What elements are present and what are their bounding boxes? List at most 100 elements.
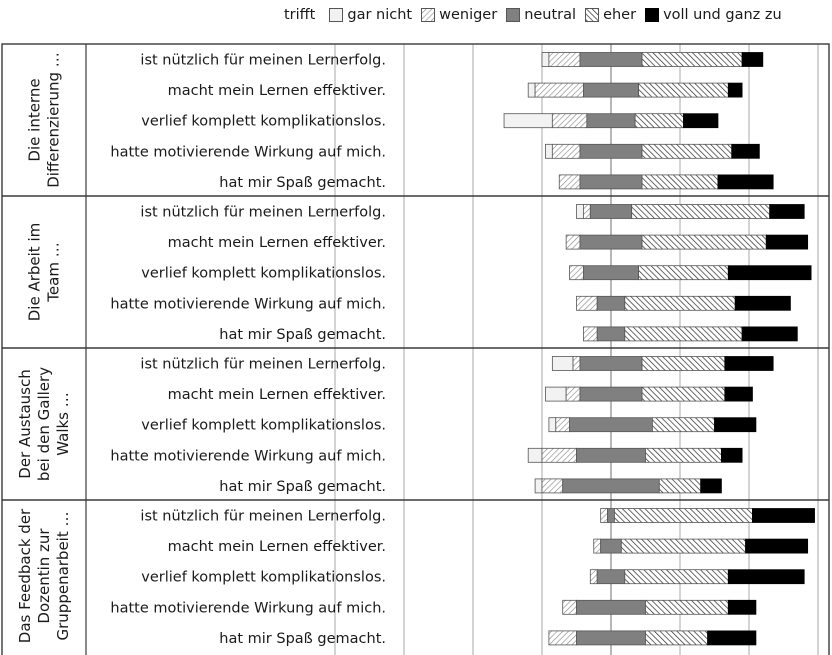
bar-segment-voll-und-ganz-zu <box>727 599 757 615</box>
chart-frame <box>1 43 830 655</box>
bar-segment-voll-und-ganz-zu <box>683 113 719 129</box>
group-title-line: Der Austausch <box>16 369 34 478</box>
bar-segment-neutral <box>589 204 633 219</box>
bar-segment-voll-und-ganz-zu <box>707 630 757 646</box>
bar-segment-neutral <box>583 265 640 281</box>
group-title-line: Team … <box>45 242 63 302</box>
group-title: Die Arbeit imTeam … <box>26 223 63 322</box>
group-title-line: Differenzierung … <box>45 52 63 188</box>
group-title-line: bei den Gallery <box>35 367 53 481</box>
bar-segment-neutral <box>583 82 640 98</box>
bar-segment-gar-nicht <box>534 478 543 494</box>
bar-segment-voll-und-ganz-zu <box>724 356 774 371</box>
bar-segment-voll-und-ganz-zu <box>752 508 815 523</box>
bar-segment-neutral <box>596 295 626 311</box>
bar-segment-gar-nicht <box>527 82 536 98</box>
bar-segment-gar-nicht <box>541 52 550 67</box>
row-label: macht mein Lernen effektiver. <box>168 539 386 555</box>
bar-segment-gar-nicht <box>548 417 557 433</box>
bar-segment-weniger <box>569 265 584 281</box>
bar-segment-eher <box>645 630 708 646</box>
legend-label-eher: eher <box>603 7 637 23</box>
bar-segment-weniger <box>583 326 598 342</box>
group-title: Das Feedback derDozentin zurGruppenarbei… <box>16 508 72 643</box>
bar-segment-voll-und-ganz-zu <box>721 447 743 463</box>
row-label: hat mir Spaß gemacht. <box>219 327 386 343</box>
legend-item-gar-nicht: gar nicht <box>329 7 412 23</box>
bar-segment-weniger <box>551 113 588 129</box>
row-label: verlief komplett komplikationslos. <box>141 570 386 586</box>
bar-segment-eher <box>645 599 729 615</box>
bar-segment-voll-und-ganz-zu <box>731 143 760 159</box>
bar-segment-voll-und-ganz-zu <box>717 174 774 190</box>
group-title: Der Austauschbei den GalleryWalks … <box>16 367 72 481</box>
legend-item-eher: eher <box>585 7 636 23</box>
row-label: ist nützlich für meinen Lernerfolg. <box>140 53 386 69</box>
row-label: verlief komplett komplikationslos. <box>141 418 386 434</box>
row-label: macht mein Lernen effektiver. <box>168 387 386 403</box>
group-title: Die interneDifferenzierung … <box>26 52 63 188</box>
bar-segment-weniger <box>562 599 577 615</box>
legend-label-weniger: weniger <box>439 7 498 23</box>
bar-segment-gar-nicht <box>545 143 553 159</box>
bar-segment-weniger <box>583 204 591 219</box>
bar-segment-neutral <box>576 599 646 615</box>
bar-segment-eher <box>634 113 684 129</box>
bar-segment-weniger <box>589 569 598 585</box>
bar-segment-neutral <box>562 478 660 494</box>
bar-segment-neutral <box>586 113 636 129</box>
bar-segment-neutral <box>569 417 653 433</box>
bar-segment-neutral <box>579 52 643 67</box>
row-label: hatte motivierende Wirkung auf mich. <box>110 600 386 616</box>
legend-label-gar-nicht: gar nicht <box>347 7 413 23</box>
bar-segment-eher <box>620 538 746 554</box>
legend-item-neutral: neutral <box>506 7 576 23</box>
bar-segment-eher <box>624 569 729 585</box>
bar-segment-gar-nicht <box>503 113 553 129</box>
group-title-line: Gruppenarbeit … <box>54 511 72 640</box>
bar-segment-eher <box>645 447 722 463</box>
bar-segment-eher <box>624 295 736 311</box>
bar-segment-voll-und-ganz-zu <box>727 82 743 98</box>
legend-swatch-weniger <box>421 8 436 22</box>
bar-segment-weniger <box>572 356 581 371</box>
bar-segment-voll-und-ganz-zu <box>769 204 805 219</box>
bar-segment-gar-nicht <box>551 356 574 371</box>
row-label: macht mein Lernen effektiver. <box>168 235 386 251</box>
bar-segment-neutral <box>607 508 615 523</box>
row-label: hat mir Spaß gemacht. <box>219 631 386 647</box>
bar-segment-weniger <box>558 174 581 190</box>
bar-segment-eher <box>641 52 743 67</box>
bar-segment-eher <box>631 204 771 219</box>
legend-swatch-voll-und-ganz-zu <box>645 8 660 22</box>
bar-segment-neutral <box>576 630 646 646</box>
row-label: hatte motivierende Wirkung auf mich. <box>110 144 386 160</box>
bar-segment-voll-und-ganz-zu <box>724 386 753 402</box>
group-title-line: Die interne <box>26 78 44 161</box>
row-label: hatte motivierende Wirkung auf mich. <box>110 448 386 464</box>
legend-item-voll-und-ganz-zu: voll und ganz zu <box>645 7 782 23</box>
bar-segment-eher <box>638 265 729 281</box>
row-label: verlief komplett komplikationslos. <box>141 114 386 130</box>
bar-segment-neutral <box>576 447 646 463</box>
bar-segment-weniger <box>565 386 581 402</box>
bar-segment-eher <box>641 386 726 402</box>
bar-segment-gar-nicht <box>545 386 567 402</box>
bar-segment-gar-nicht <box>527 447 543 463</box>
bar-segment-voll-und-ganz-zu <box>727 265 812 281</box>
bar-segment-weniger <box>593 538 602 554</box>
bar-segment-eher <box>641 356 726 371</box>
bar-segment-weniger <box>555 417 570 433</box>
bar-segment-neutral <box>579 174 643 190</box>
bar-segment-neutral <box>600 538 622 554</box>
row-label: ist nützlich für meinen Lernerfolg. <box>140 509 386 525</box>
bar-segment-voll-und-ganz-zu <box>745 538 809 554</box>
group-title-line: Dozentin zur <box>35 528 53 624</box>
bar-segment-eher <box>638 82 729 98</box>
bar-segment-neutral <box>596 569 626 585</box>
row-label: hat mir Spaß gemacht. <box>219 479 386 495</box>
group-title-line: Das Feedback der <box>16 508 34 643</box>
bar-segment-eher <box>641 234 767 250</box>
row-label: ist nützlich für meinen Lernerfolg. <box>140 357 386 373</box>
row-label: verlief komplett komplikationslos. <box>141 266 386 282</box>
